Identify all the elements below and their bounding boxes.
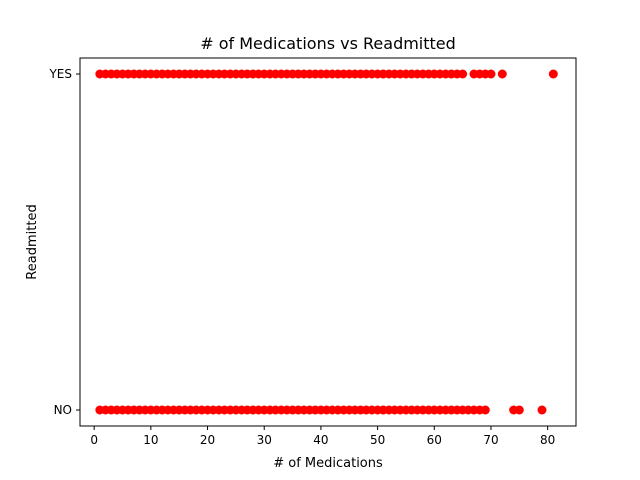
data-points — [95, 69, 558, 415]
y-tick-label: YES — [48, 67, 72, 81]
y-axis: NO YES — [48, 67, 80, 417]
y-axis-label: Readmitted — [25, 204, 40, 279]
data-point — [537, 405, 547, 415]
x-tick-label: 10 — [143, 433, 158, 447]
x-tick-label: 50 — [370, 433, 385, 447]
data-point — [497, 69, 507, 79]
data-point — [514, 405, 524, 415]
x-tick-label: 0 — [90, 433, 98, 447]
x-tick-label: 70 — [483, 433, 498, 447]
x-tick-label: 30 — [257, 433, 272, 447]
chart-title: # of Medications vs Readmitted — [200, 34, 456, 53]
data-point — [486, 69, 496, 79]
x-axis: 0 10 20 30 40 50 60 70 80 — [90, 426, 555, 447]
data-point — [480, 405, 490, 415]
data-point — [548, 69, 558, 79]
y-tick-label: NO — [54, 403, 72, 417]
x-tick-label: 80 — [540, 433, 555, 447]
x-tick-label: 40 — [313, 433, 328, 447]
plot-area — [79, 57, 577, 427]
x-tick-label: 60 — [427, 433, 442, 447]
data-point — [458, 69, 468, 79]
x-axis-label: # of Medications — [273, 456, 383, 471]
x-tick-label: 20 — [200, 433, 215, 447]
